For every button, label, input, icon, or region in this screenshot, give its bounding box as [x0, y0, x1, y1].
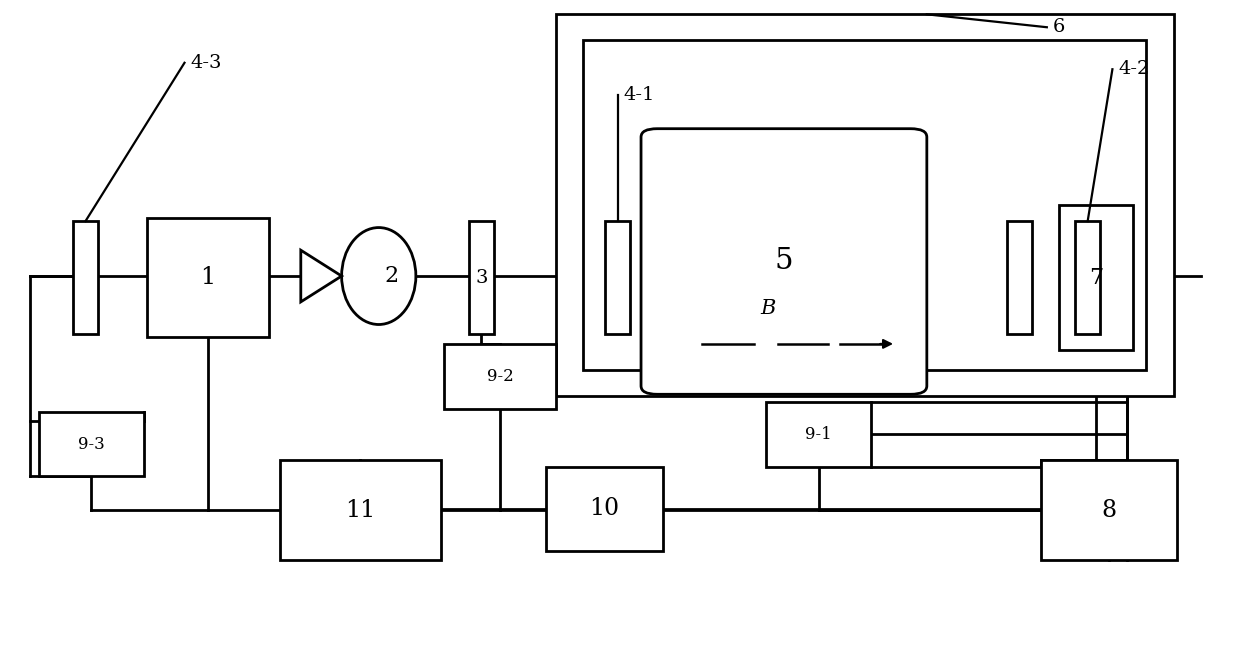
Text: 9-2: 9-2	[486, 368, 513, 385]
Bar	[38, 411, 144, 476]
Bar	[1040, 460, 1177, 560]
Bar	[280, 460, 440, 560]
Text: 1: 1	[201, 266, 216, 289]
Bar	[546, 467, 663, 551]
Bar	[583, 40, 1146, 370]
Text: 7: 7	[1089, 267, 1104, 289]
Text: 8: 8	[1101, 499, 1116, 522]
Bar	[605, 221, 630, 334]
Bar	[766, 402, 872, 467]
Text: 9-1: 9-1	[805, 426, 832, 443]
Text: 10: 10	[589, 497, 620, 520]
Bar	[556, 14, 1174, 396]
Text: 4-2: 4-2	[1118, 60, 1149, 79]
Text: 5: 5	[775, 247, 794, 275]
Text: 3: 3	[475, 269, 487, 287]
Bar	[469, 221, 494, 334]
Bar	[1059, 205, 1133, 350]
Text: 6: 6	[1053, 18, 1065, 36]
Text: B: B	[761, 299, 776, 318]
Bar	[148, 218, 269, 337]
Text: 11: 11	[345, 499, 376, 522]
Text: 4-3: 4-3	[191, 54, 222, 72]
Text: 4-1: 4-1	[624, 86, 655, 104]
Ellipse shape	[342, 228, 415, 324]
Polygon shape	[301, 250, 342, 302]
Bar	[444, 344, 556, 408]
Bar	[1007, 221, 1032, 334]
Bar	[73, 221, 98, 334]
Bar	[1075, 221, 1100, 334]
Text: 2: 2	[384, 265, 398, 287]
Text: 9-3: 9-3	[78, 435, 104, 452]
FancyBboxPatch shape	[641, 129, 926, 395]
